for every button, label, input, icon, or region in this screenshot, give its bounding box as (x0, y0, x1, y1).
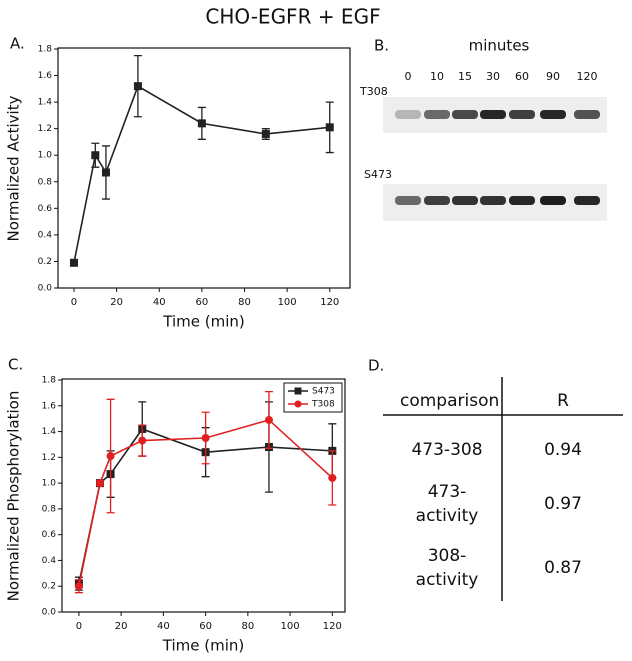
table-cell: 0.87 (544, 558, 582, 578)
panel-label: B. (374, 37, 389, 55)
y-axis-label: Normalized Phosphorylation (5, 391, 23, 602)
blot-band (540, 196, 566, 205)
y-tick-label: 0.6 (42, 530, 57, 540)
blot-band (509, 196, 535, 205)
blot-band (395, 196, 421, 205)
table-header: comparison (400, 391, 500, 411)
marker (138, 436, 147, 445)
x-tick-label: 40 (157, 621, 170, 632)
y-tick-label: 0.4 (42, 556, 57, 566)
y-tick-label: 1.2 (38, 124, 52, 134)
table-header: R (557, 391, 569, 411)
marker (74, 582, 83, 591)
table-cell: 308-activity (415, 546, 479, 590)
x-tick-label: 20 (115, 621, 128, 632)
figure-title: CHO-EGFR + EGF (205, 5, 380, 29)
panel-label: D. (368, 357, 384, 375)
blot-band (574, 110, 600, 119)
y-tick-label: 1.4 (42, 427, 57, 437)
blot: 0 10 15 30 60 90 120 (395, 70, 600, 205)
x-axis-label: Time (min) (162, 637, 244, 655)
x-tick-label: 40 (153, 297, 166, 308)
marker (133, 82, 142, 91)
y-tick-label: 1.6 (42, 401, 57, 411)
panel-label: A. (10, 35, 25, 53)
x-tick-label: 0 (76, 621, 82, 632)
blot-band (509, 110, 535, 119)
y-tick-label: 0.0 (38, 284, 53, 294)
blot-band (452, 196, 478, 205)
blot-row-label: S473 (364, 168, 392, 181)
blot-header: minutes (469, 37, 530, 55)
y-tick-label: 1.8 (42, 376, 57, 386)
marker (101, 168, 110, 177)
x-tick-label: 80 (241, 621, 254, 632)
table-cell: 473-activity (415, 482, 479, 526)
marker (91, 151, 100, 160)
y-tick-label: 0.2 (38, 257, 52, 267)
legend-box (283, 382, 343, 413)
y-tick-label: 0.2 (42, 582, 56, 592)
x-tick-label: 0 (71, 297, 77, 308)
x-tick-label: 80 (238, 297, 251, 308)
y-tick-label: 1.0 (38, 151, 53, 161)
x-tick-label: 120 (320, 297, 339, 308)
blot-band (395, 110, 421, 119)
x-tick-label: 120 (323, 621, 342, 632)
y-axis-label: Normalized Activity (5, 95, 23, 241)
blot-band (540, 110, 566, 119)
y-tick-label: 0.8 (42, 504, 57, 514)
marker (261, 129, 270, 138)
y-tick-label: 1.4 (38, 98, 53, 108)
y-tick-label: 1.8 (38, 45, 53, 55)
lane-label: 120 (577, 70, 598, 83)
y-tick-label: 0.4 (38, 230, 53, 240)
table-cell: 0.94 (544, 440, 582, 460)
blot-band (480, 196, 506, 205)
lane-label: 30 (486, 70, 500, 83)
marker (197, 119, 206, 128)
y-tick-label: 1.2 (42, 453, 56, 463)
y-tick-label: 0.8 (38, 177, 53, 187)
x-tick-label: 60 (196, 297, 209, 308)
marker (96, 479, 105, 488)
x-tick-label: 60 (199, 621, 212, 632)
plot-frame (57, 47, 351, 289)
marker (201, 434, 210, 442)
x-tick-label: 100 (281, 621, 300, 632)
y-tick-label: 0.0 (42, 608, 57, 618)
blot-row-label: T308 (359, 85, 388, 98)
lane-label: 90 (546, 70, 560, 83)
marker (106, 452, 115, 461)
x-tick-label: 100 (278, 297, 297, 308)
plot-frame (61, 378, 346, 613)
legend-marker (294, 400, 302, 408)
blot-band (424, 196, 450, 205)
y-tick-label: 1.6 (38, 71, 53, 81)
marker (328, 473, 337, 482)
lane-label: 60 (515, 70, 529, 83)
lane-label: 0 (405, 70, 412, 83)
blot-band (452, 110, 478, 119)
lane-label: 10 (430, 70, 444, 83)
blot-band (480, 110, 506, 119)
legend-label: T308 (311, 400, 335, 410)
marker (325, 123, 334, 132)
marker (69, 258, 78, 267)
panel-label: C. (8, 356, 23, 374)
legend-marker (294, 387, 302, 395)
table-cell: 473-308 (411, 440, 483, 460)
x-axis-label: Time (min) (162, 313, 244, 331)
x-tick-label: 20 (110, 297, 123, 308)
y-tick-label: 0.6 (38, 204, 53, 214)
marker (264, 415, 273, 424)
lane-label: 15 (458, 70, 472, 83)
blot-band (574, 196, 600, 205)
blot-band (424, 110, 450, 119)
y-tick-label: 1.0 (42, 479, 57, 489)
table-cell: 0.97 (544, 494, 582, 514)
legend-label: S473 (312, 387, 335, 397)
